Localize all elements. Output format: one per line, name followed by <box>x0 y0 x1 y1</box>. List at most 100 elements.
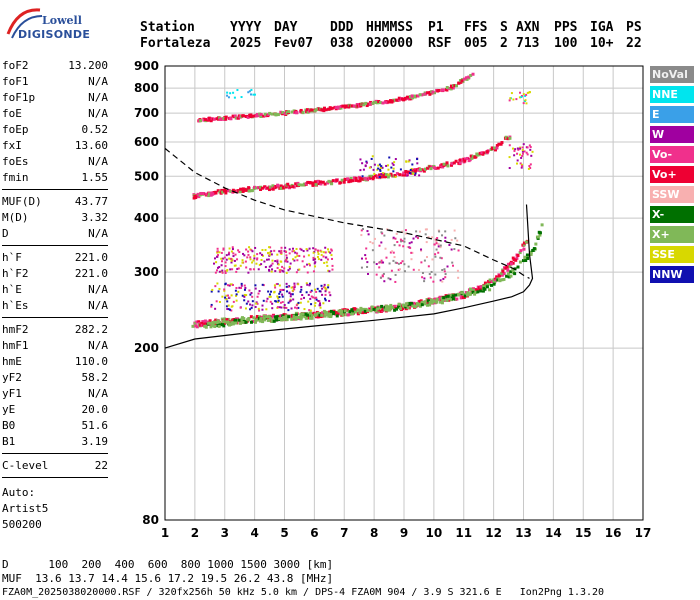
o-trace-3-echo <box>391 99 395 103</box>
o-trace-1-echo <box>359 306 363 310</box>
spread-echo-upper <box>224 272 227 275</box>
o-trace-2-echo <box>452 161 456 165</box>
x-trace-1-echo <box>314 313 318 317</box>
x-trace-1-echo <box>267 315 271 319</box>
o-trace-3-echo <box>337 106 341 110</box>
spread-echo-upper <box>280 246 283 249</box>
spread-echo-upper <box>283 267 286 270</box>
header-label-2: DAY <box>274 20 298 35</box>
o-trace-1-echo <box>193 321 197 325</box>
o-trace-2-echo <box>306 180 310 184</box>
x-trace-1-echo <box>442 296 446 300</box>
spread-echo-high <box>372 168 375 171</box>
x-tick-label: 14 <box>545 526 562 540</box>
spread-echo-lower <box>235 294 238 297</box>
spread-echo-e <box>233 96 236 99</box>
spread-echo-mid <box>441 269 444 272</box>
spread-echo-upper <box>279 260 282 263</box>
x-trace-1-echo <box>423 300 427 304</box>
spread-echo-mid <box>373 237 376 240</box>
o-trace-2-echo <box>495 146 499 150</box>
o-trace-2-echo <box>263 185 267 189</box>
spread-echo-lower <box>309 282 312 285</box>
o-trace-2-echo <box>424 167 428 171</box>
param-value: 20.0 <box>81 403 109 416</box>
spread-echo-lower <box>292 298 295 301</box>
spread-echo-mid <box>437 243 440 246</box>
spread-echo-upper <box>262 254 265 257</box>
spread-echo-lower <box>244 286 247 289</box>
o-trace-2-echo <box>199 191 203 195</box>
o-trace-2-echo <box>371 177 375 181</box>
o-trace-2-echo <box>485 150 489 154</box>
spread-echo-high <box>377 167 380 170</box>
spread-echo-upper <box>218 251 221 254</box>
x-trace-1-echo <box>294 313 298 317</box>
spread-echo-mid <box>410 258 413 261</box>
x-trace-1-echo <box>524 259 528 263</box>
spread-echo-lower <box>290 286 293 289</box>
param-row: fxI 13.60 <box>2 138 108 154</box>
o-trace-2-echo <box>266 186 270 190</box>
spread-echo-top <box>521 149 524 152</box>
o-trace-2-echo <box>197 195 201 199</box>
x-trace-1-echo <box>482 287 486 291</box>
spread-echo-upper <box>296 254 299 257</box>
o-trace-2-echo <box>316 180 320 184</box>
spread-echo-mid <box>393 244 396 247</box>
x-trace-1-echo <box>451 294 455 298</box>
spread-echo-lower <box>293 284 296 287</box>
o-trace-2-echo <box>441 165 445 169</box>
x-tick-label: 9 <box>400 526 408 540</box>
o-trace-2-echo <box>276 183 280 187</box>
spread-echo-upper <box>267 258 270 261</box>
o-trace-1-echo <box>242 317 246 321</box>
param-row: foF1 N/A <box>2 74 108 90</box>
o-trace-2-echo <box>464 157 468 161</box>
spread-echo-high <box>380 172 383 175</box>
header-value-6: 005 <box>464 36 488 51</box>
x-trace-1-echo <box>299 312 303 316</box>
spread-echo-upper <box>263 260 266 263</box>
o-trace-3-echo <box>356 104 360 108</box>
spread-echo-upper <box>330 249 333 252</box>
spread-echo-lower <box>228 308 231 311</box>
o-trace-1-echo <box>519 249 523 253</box>
spread-echo-mid <box>360 266 363 269</box>
spread-echo-upper <box>306 263 309 266</box>
spread-echo-lower <box>296 302 299 305</box>
o-trace-3-echo <box>241 114 245 118</box>
o-trace-2-echo <box>454 159 458 163</box>
spread-echo-lower <box>224 296 227 299</box>
spread-echo-upper <box>320 253 323 256</box>
x-tick-label: 3 <box>221 526 229 540</box>
o-trace-2-echo <box>270 186 274 190</box>
spread-echo-e <box>226 91 229 94</box>
spread-echo-mid <box>384 247 387 250</box>
spread-echo-lower <box>294 306 297 309</box>
spread-echo-mid <box>434 253 437 256</box>
spread-echo-upper <box>283 250 286 253</box>
spread-echo-lower <box>226 308 229 311</box>
o-trace-2-echo <box>311 181 315 185</box>
spread-echo-upper <box>306 249 309 252</box>
spread-echo-mid <box>453 229 456 232</box>
spread-echo-mid <box>403 237 406 240</box>
spread-echo-upper <box>269 246 272 249</box>
o-trace-3-echo <box>449 87 453 91</box>
spread-echo-upper <box>271 268 274 271</box>
x-trace-1-echo <box>397 303 401 307</box>
spread-echo-upper <box>253 257 256 260</box>
spread-echo-mid <box>365 247 368 250</box>
o-trace-2-echo <box>238 190 242 194</box>
x-trace-1-echo <box>335 314 339 318</box>
x-trace-1-echo <box>529 252 533 256</box>
x-trace-1-echo <box>266 318 270 322</box>
spread-echo-upper <box>291 247 294 250</box>
spread-echo-upper <box>261 248 264 251</box>
o-trace-2-echo <box>351 179 355 183</box>
spread-echo-high <box>361 175 364 178</box>
spread-echo-upper <box>298 268 301 271</box>
o-trace-3-echo <box>460 79 464 83</box>
spread-echo-high <box>392 170 395 173</box>
